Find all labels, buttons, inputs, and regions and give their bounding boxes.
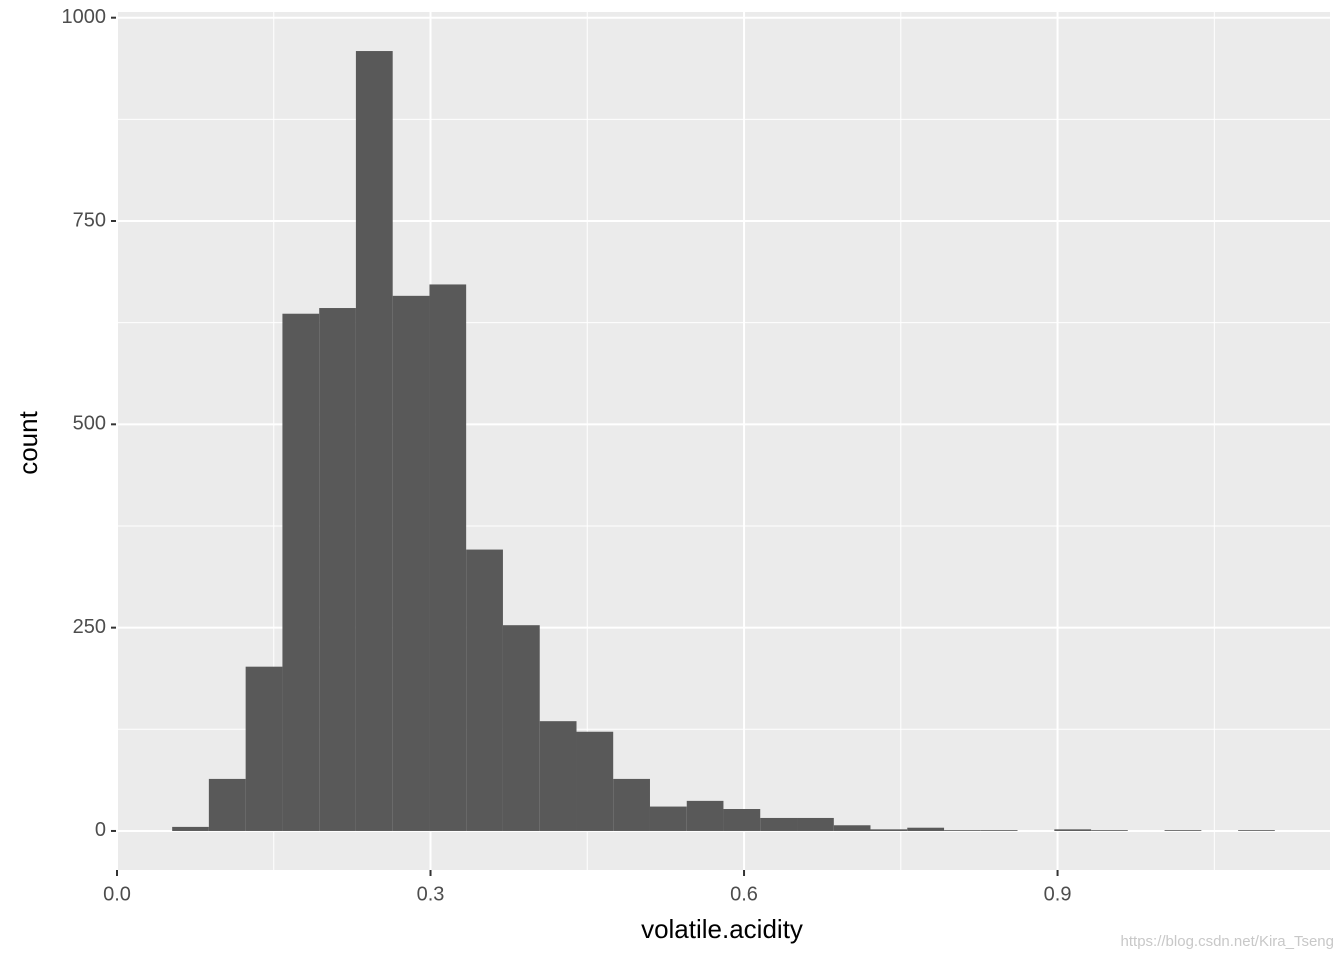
bar xyxy=(1164,830,1202,831)
x-tick-label: 0.6 xyxy=(730,883,758,905)
watermark: https://blog.csdn.net/Kira_Tseng xyxy=(1121,933,1334,950)
x-axis-title: volatile.acidity xyxy=(641,914,803,944)
bar xyxy=(319,308,356,831)
bar xyxy=(907,827,945,831)
bar xyxy=(208,778,246,831)
y-tick-label: 750 xyxy=(73,209,106,231)
bar xyxy=(392,295,430,831)
bar xyxy=(649,806,687,831)
y-axis-title: count xyxy=(13,410,43,474)
bar xyxy=(797,817,834,831)
bar xyxy=(760,817,798,831)
bar xyxy=(576,731,614,831)
bar xyxy=(686,800,724,831)
bar xyxy=(172,826,209,831)
bar xyxy=(539,721,577,831)
y-tick-label: 500 xyxy=(73,413,106,435)
bar xyxy=(466,549,503,831)
y-tick-label: 250 xyxy=(73,616,106,638)
bar xyxy=(723,809,761,831)
y-tick-label: 1000 xyxy=(62,6,107,28)
bar xyxy=(282,313,320,831)
bar xyxy=(833,825,871,831)
bar xyxy=(429,284,467,831)
bar xyxy=(502,625,540,831)
bar xyxy=(613,778,650,831)
x-tick-label: 0.3 xyxy=(417,883,445,905)
bar xyxy=(980,830,1018,831)
bar xyxy=(870,829,908,831)
bar xyxy=(245,666,283,831)
x-tick-label: 0.0 xyxy=(103,883,131,905)
y-tick-label: 0 xyxy=(95,819,106,841)
bar xyxy=(1238,830,1275,831)
bar xyxy=(355,51,393,831)
bar xyxy=(1054,829,1092,831)
bar xyxy=(1091,830,1128,831)
x-tick-label: 0.9 xyxy=(1044,883,1072,905)
bar xyxy=(944,830,981,831)
